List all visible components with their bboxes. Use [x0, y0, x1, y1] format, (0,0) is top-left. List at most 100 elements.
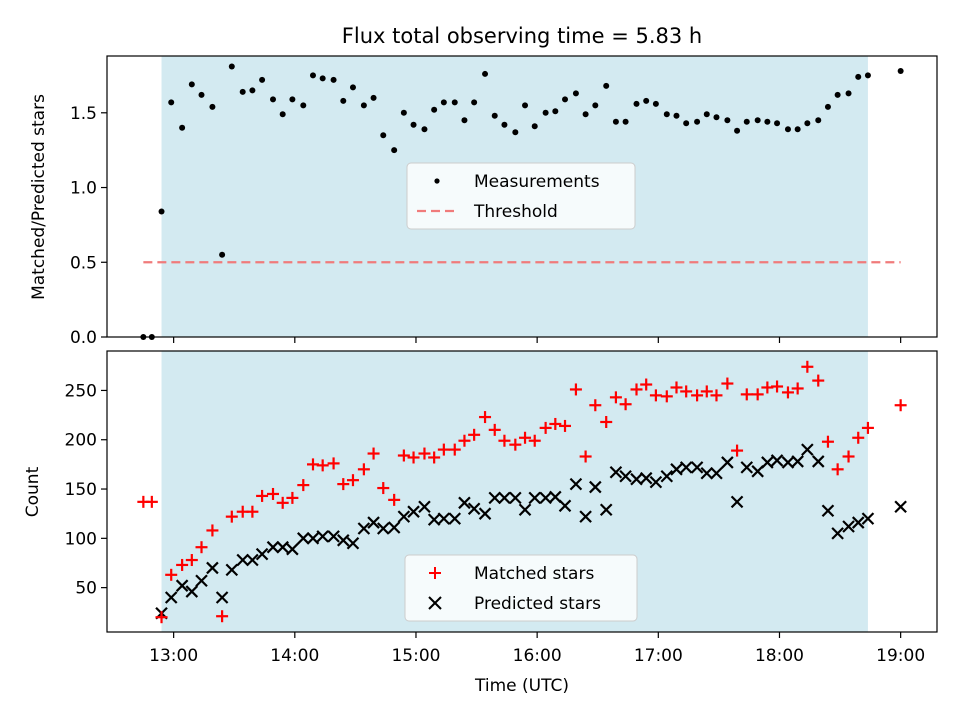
measurement-point — [279, 111, 286, 118]
measurement-point — [501, 121, 508, 128]
matched-star-point — [710, 389, 723, 402]
matched-star-point — [397, 449, 410, 462]
measurement-point — [592, 102, 599, 109]
predicted-star-point — [467, 502, 481, 516]
count-panel-legend: Matched stars Predicted stars — [404, 554, 638, 622]
predicted-star-point — [609, 465, 623, 479]
matched-star-point — [185, 554, 198, 567]
measurement-point — [603, 82, 610, 89]
matched-star-point — [721, 377, 734, 390]
matched-star-point — [437, 443, 450, 456]
measurement-point — [259, 76, 266, 83]
y-tick-label: 100 — [65, 529, 97, 549]
predicted-star-point — [770, 454, 784, 467]
predicted-star-point — [437, 512, 451, 525]
predicted-star-point — [316, 530, 329, 543]
measurement-point — [440, 99, 447, 106]
predicted-star-point — [266, 540, 280, 554]
matched-star-point — [458, 434, 471, 447]
predicted-star-point — [821, 504, 835, 518]
measurement-point — [461, 117, 468, 124]
predicted-star-point — [407, 505, 420, 518]
measurement-point — [582, 111, 589, 118]
matched-star-point — [539, 421, 552, 434]
y-tick-label: 1.0 — [70, 179, 97, 199]
predicted-star-point — [740, 461, 754, 474]
predicted-star-point — [376, 522, 390, 535]
predicted-star-point — [518, 503, 532, 517]
measurement-point — [794, 126, 801, 133]
matched-star-point — [297, 479, 310, 492]
x-tick-label: 15:00 — [391, 646, 440, 666]
predicted-star-point — [195, 574, 208, 588]
predicted-star-point — [751, 465, 764, 478]
predicted-star-point — [851, 516, 865, 529]
x-tick-label: 17:00 — [634, 646, 683, 666]
predicted-star-point — [660, 469, 674, 483]
predicted-star-point — [569, 477, 583, 491]
measurement-point — [864, 72, 871, 79]
predicted-star-point — [801, 443, 814, 456]
matched-star-point — [740, 388, 753, 401]
predicted-star-point — [418, 500, 431, 514]
legend-measurements-marker — [434, 178, 440, 184]
measurement-point — [694, 118, 701, 125]
measurement-point — [319, 75, 326, 82]
matched-star-point — [781, 386, 794, 399]
measurement-point — [158, 208, 165, 215]
x-tick-label: 13:00 — [149, 646, 198, 666]
measurement-point — [219, 251, 226, 258]
predicted-star-point — [639, 471, 653, 485]
matched-star-point — [488, 423, 501, 436]
ratio-panel: 0.0 0.5 1.0 1.5 Matched/Predicted stars Mea… — [29, 55, 938, 348]
measurement-point — [562, 96, 569, 103]
predicted-star-point — [730, 495, 744, 509]
measurement-point — [512, 129, 519, 136]
matched-star-point — [155, 611, 168, 624]
x-tick-label: 16:00 — [513, 646, 562, 666]
predicted-star-point — [367, 516, 380, 529]
measurement-point — [340, 97, 347, 104]
measurement-point — [734, 127, 741, 134]
measurement-points — [140, 63, 904, 340]
measurement-point — [391, 147, 398, 154]
predicted-star-point — [206, 561, 219, 575]
measurement-point — [188, 81, 195, 88]
count-panel-xlabel: Time (UTC) — [474, 676, 569, 696]
measurement-point — [815, 117, 822, 124]
matched-star-point — [276, 496, 289, 509]
predicted-star-point — [225, 563, 239, 577]
measurement-point — [764, 118, 771, 125]
predicted-star-point — [528, 491, 542, 505]
predicted-star-point — [448, 512, 462, 525]
predicted-star-point — [649, 475, 663, 489]
measurement-point — [724, 117, 731, 124]
measurement-point — [897, 67, 904, 74]
measurement-point — [431, 106, 438, 113]
measurement-point — [612, 118, 619, 125]
matched-star-point — [225, 510, 238, 523]
y-tick-label: 0.5 — [70, 253, 97, 273]
ratio-legend-box — [406, 162, 636, 230]
matched-star-point — [589, 399, 602, 412]
matched-star-point — [640, 378, 653, 391]
measurement-point — [743, 118, 750, 125]
measurement-point — [380, 132, 387, 139]
matched-star-point — [377, 482, 390, 495]
measurement-point — [834, 91, 841, 98]
predicted-star-point — [679, 461, 693, 474]
predicted-star-point — [397, 510, 411, 523]
predicted-star-point — [236, 553, 249, 567]
matched-star-point — [670, 381, 683, 394]
matched-star-point — [801, 360, 814, 373]
matched-stars-points — [137, 360, 907, 624]
matched-star-point — [145, 495, 158, 508]
predicted-star-point — [690, 461, 704, 474]
measurement-point — [633, 100, 640, 107]
matched-star-point — [195, 541, 208, 554]
measurement-point — [522, 102, 529, 109]
predicted-star-point — [791, 455, 804, 468]
measurement-point — [270, 96, 276, 103]
predicted-star-point — [306, 532, 320, 545]
legend-predicted-marker — [428, 596, 442, 610]
